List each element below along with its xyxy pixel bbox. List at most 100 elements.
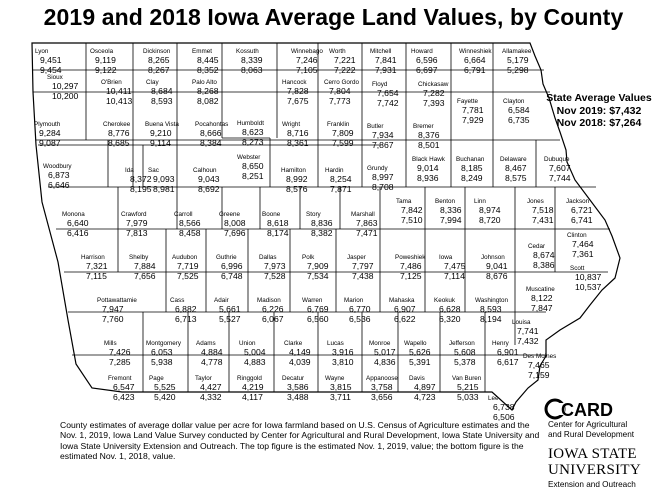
county-name: Cedar bbox=[528, 243, 545, 250]
county-name: Ida bbox=[125, 167, 134, 174]
county-value-2019: 5,626 bbox=[409, 347, 431, 357]
county-value-2019: 8,467 bbox=[505, 163, 527, 173]
county-name: Page bbox=[149, 375, 164, 382]
county-value-2019: 8,623 bbox=[242, 127, 264, 137]
state-average-box: State Average Values Nov 2019: $7,432 No… bbox=[532, 92, 666, 130]
county-value-2018: 8,676 bbox=[486, 271, 508, 281]
isu-name-line2: UNIVERSITY bbox=[548, 462, 641, 478]
county-value-2018: 6,713 bbox=[175, 314, 197, 324]
county-name: Fremont bbox=[108, 375, 132, 382]
county-value-2018: 10,200 bbox=[52, 91, 79, 101]
county-name: Hardin bbox=[325, 167, 344, 174]
county-value-2018: 6,622 bbox=[394, 314, 416, 324]
county-value-2019: 7,741 bbox=[517, 326, 539, 336]
county-value-2019: 7,804 bbox=[329, 86, 351, 96]
county-value-2018: 7,742 bbox=[377, 98, 399, 108]
county-name: Muscatine bbox=[526, 286, 555, 293]
county-value-2018: 5,033 bbox=[457, 392, 479, 402]
state-outline bbox=[31, 42, 621, 411]
county-name: Clinton bbox=[567, 232, 587, 239]
county-value-2019: 6,901 bbox=[497, 347, 519, 357]
county-name: Clayton bbox=[503, 98, 525, 105]
county-value-2018: 7,471 bbox=[356, 228, 378, 238]
county-name: Palo Alto bbox=[192, 79, 217, 86]
county-value-2019: 10,837 bbox=[575, 272, 602, 282]
county-value-2019: 9,451 bbox=[40, 55, 62, 65]
county-value-2018: 7,760 bbox=[102, 314, 124, 324]
county-value-2019: 8,997 bbox=[372, 172, 394, 182]
county-name: Winneshiek bbox=[459, 48, 492, 55]
county-name: Audubon bbox=[172, 254, 198, 261]
county-value-2018: 6,506 bbox=[493, 412, 515, 422]
county-value-2018: 4,723 bbox=[414, 392, 436, 402]
county-value-2019: 7,863 bbox=[356, 218, 378, 228]
county-value-2019: 8,776 bbox=[108, 128, 130, 138]
county-value-2018: 5,378 bbox=[454, 357, 476, 367]
county-value-2019: 8,650 bbox=[242, 161, 264, 171]
county-name: Worth bbox=[329, 48, 346, 55]
county-value-2018: 7,656 bbox=[134, 271, 156, 281]
county-name: Franklin bbox=[327, 121, 350, 128]
county-value-2018: 7,867 bbox=[372, 140, 394, 150]
county-value-2018: 8,174 bbox=[267, 228, 289, 238]
county-name: Fayette bbox=[457, 98, 478, 105]
county-value-2019: 7,781 bbox=[462, 105, 484, 115]
county-value-2018: 3,488 bbox=[287, 392, 309, 402]
county-value-2018: 8,685 bbox=[108, 138, 130, 148]
state-average-heading: State Average Values bbox=[546, 92, 652, 104]
county-name: Emmet bbox=[192, 48, 212, 55]
county-value-2018: 7,438 bbox=[352, 271, 374, 281]
county-value-2018: 8,720 bbox=[479, 215, 501, 225]
county-value-2019: 9,119 bbox=[95, 55, 116, 65]
state-average-2019: Nov 2019: $7,432 bbox=[556, 104, 642, 117]
county-name: Chickasaw bbox=[418, 81, 449, 88]
county-value-2018: 8,593 bbox=[151, 96, 173, 106]
county-value-2019: 5,017 bbox=[374, 347, 396, 357]
county-value-2018: 8,352 bbox=[197, 65, 219, 75]
county-value-2019: 7,909 bbox=[307, 261, 329, 271]
county-name: Sioux bbox=[47, 74, 64, 81]
county-value-2018: 7,361 bbox=[572, 249, 594, 259]
county-value-2019: 6,596 bbox=[416, 55, 438, 65]
county-name: Tama bbox=[396, 198, 412, 205]
county-value-2019: 7,246 bbox=[296, 55, 318, 65]
county-value-2019: 9,210 bbox=[150, 128, 172, 138]
county-value-2019: 6,769 bbox=[307, 304, 329, 314]
county-value-2018: 6,697 bbox=[416, 65, 438, 75]
county-value-2019: 5,179 bbox=[507, 55, 529, 65]
county-name: Grundy bbox=[367, 165, 389, 172]
county-name: Howard bbox=[411, 48, 433, 55]
county-value-2019: 9,093 bbox=[153, 174, 175, 184]
county-value-2019: 9,043 bbox=[198, 174, 220, 184]
county-name: Mitchell bbox=[370, 48, 391, 55]
county-value-2018: 9,087 bbox=[39, 138, 61, 148]
county-name: Bremer bbox=[413, 123, 434, 130]
county-value-2018: 5,938 bbox=[151, 357, 173, 367]
county-value-2018: 7,105 bbox=[296, 65, 318, 75]
